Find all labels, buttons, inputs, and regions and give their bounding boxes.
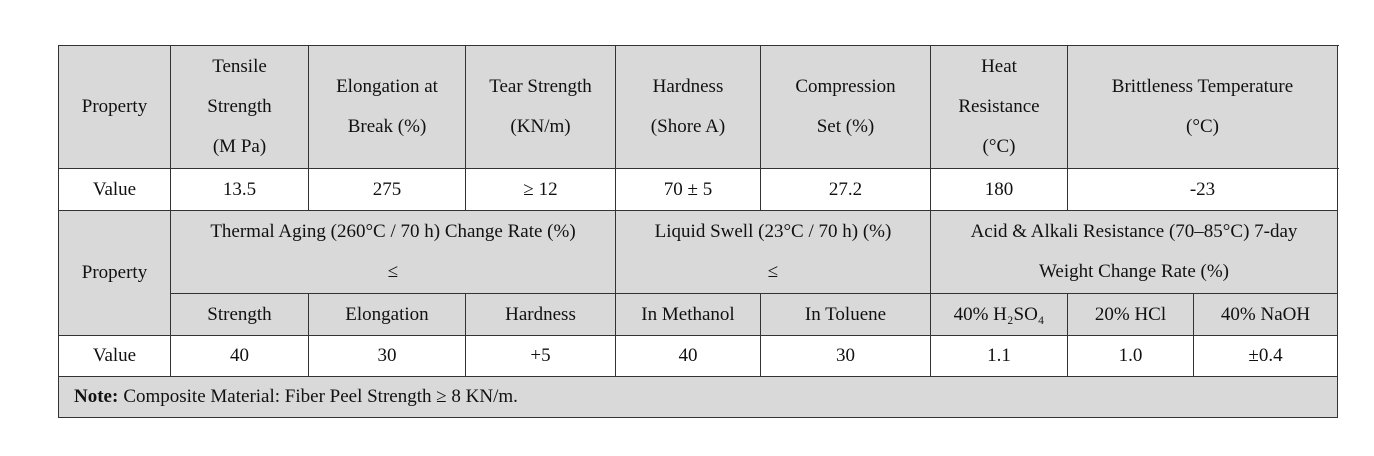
value-cell: ±0.4 <box>1193 335 1338 377</box>
cell-line: Strength <box>207 96 272 117</box>
note-label: Note: <box>74 386 119 407</box>
row-header: Property <box>58 210 171 336</box>
cell-line: Resistance <box>958 96 1040 117</box>
column-header: Tear Strength (KN/m) <box>465 45 616 169</box>
sub-header: In Methanol <box>615 293 761 336</box>
value-cell: 70 ± 5 <box>615 168 761 211</box>
sub-header: In Toluene <box>760 293 931 336</box>
cell-line: Compression <box>795 76 896 97</box>
sub-header: 40% NaOH <box>1193 293 1338 336</box>
cell-line: Acid & Alkali Resistance (70–85°C) 7-day <box>970 221 1298 242</box>
table-body: Property Tensile Strength (M Pa) Elongation … <box>58 45 1338 418</box>
cell-line: (°C) <box>982 136 1016 157</box>
cell-line: ≤ <box>387 261 399 282</box>
group-header: Thermal Aging (260°C / 70 h) Change Rate… <box>170 210 616 294</box>
column-header: Brittleness Temperature (°C) <box>1067 45 1338 169</box>
cell-line: Weight Change Rate (%) <box>1039 261 1229 282</box>
column-header: Elongation at Break (%) <box>308 45 466 169</box>
sub-header: Hardness <box>465 293 616 336</box>
cell-line: Liquid Swell (23°C / 70 h) (%) <box>654 221 892 242</box>
row-header: Property <box>58 45 171 169</box>
value-cell: 40 <box>615 335 761 377</box>
cell-line: Thermal Aging (260°C / 70 h) Change Rate… <box>210 221 576 242</box>
note-text: Composite Material: Fiber Peel Strength … <box>123 386 518 407</box>
cell-line: Heat <box>981 56 1017 77</box>
sub-header: Elongation <box>308 293 466 336</box>
value-cell: +5 <box>465 335 616 377</box>
row-header: Value <box>58 335 171 377</box>
value-cell: 27.2 <box>760 168 931 211</box>
value-cell: ≥ 12 <box>465 168 616 211</box>
sub-header: 20% HCl <box>1067 293 1194 336</box>
value-cell: 40 <box>170 335 309 377</box>
table-row: Strength Elongation Hardness In Methanol In … <box>59 293 1338 336</box>
cell-line: Brittleness Temperature <box>1111 76 1294 97</box>
table-row: Value 13.5 275 ≥ 12 70 ± 5 27.2 180 -23 <box>58 168 1338 211</box>
note-cell: Note: Composite Material: Fiber Peel Stre… <box>58 376 1338 418</box>
value-cell: 180 <box>930 168 1068 211</box>
cell-line: ≤ <box>767 261 779 282</box>
column-header: Heat Resistance (°C) <box>930 45 1068 169</box>
group-header: Liquid Swell (23°C / 70 h) (%) ≤ <box>615 210 931 294</box>
table-row: Value 40 30 +5 40 30 1.1 1.0 ±0.4 <box>58 335 1338 377</box>
value-cell: 30 <box>760 335 931 377</box>
table-row: Note: Composite Material: Fiber Peel Stre… <box>58 376 1338 418</box>
column-header: Hardness (Shore A) <box>615 45 761 169</box>
cell-line: (°C) <box>1186 116 1219 137</box>
properties-table: Property Tensile Strength (M Pa) Elongation … <box>58 45 1338 418</box>
table-row: Property Thermal Aging (260°C / 70 h) Cha… <box>58 210 1338 336</box>
cell-line: Tear Strength <box>489 76 592 97</box>
column-header: Compression Set (%) <box>760 45 931 169</box>
value-cell: 1.1 <box>930 335 1068 377</box>
cell-line: Break (%) <box>347 116 427 137</box>
cell-line: (M Pa) <box>212 136 267 157</box>
value-cell: -23 <box>1067 168 1338 211</box>
cell-line: Elongation at <box>336 76 438 97</box>
sub-header: Strength <box>170 293 309 336</box>
value-cell: 13.5 <box>170 168 309 211</box>
table-row: Property Tensile Strength (M Pa) Elongation … <box>58 45 1338 169</box>
value-cell: 30 <box>308 335 466 377</box>
column-header: Tensile Strength (M Pa) <box>170 45 309 169</box>
sub-header: 40% H₂SO₄ <box>930 293 1068 336</box>
group-header: Acid & Alkali Resistance (70–85°C) 7-day… <box>930 210 1338 294</box>
cell-line: Tensile <box>212 56 267 77</box>
cell-line: Hardness <box>652 76 724 97</box>
value-cell: 1.0 <box>1067 335 1194 377</box>
cell-line: (KN/m) <box>510 116 571 137</box>
row-header: Value <box>58 168 171 211</box>
value-cell: 275 <box>308 168 466 211</box>
cell-line: (Shore A) <box>650 116 726 137</box>
cell-line: Set (%) <box>816 116 875 137</box>
